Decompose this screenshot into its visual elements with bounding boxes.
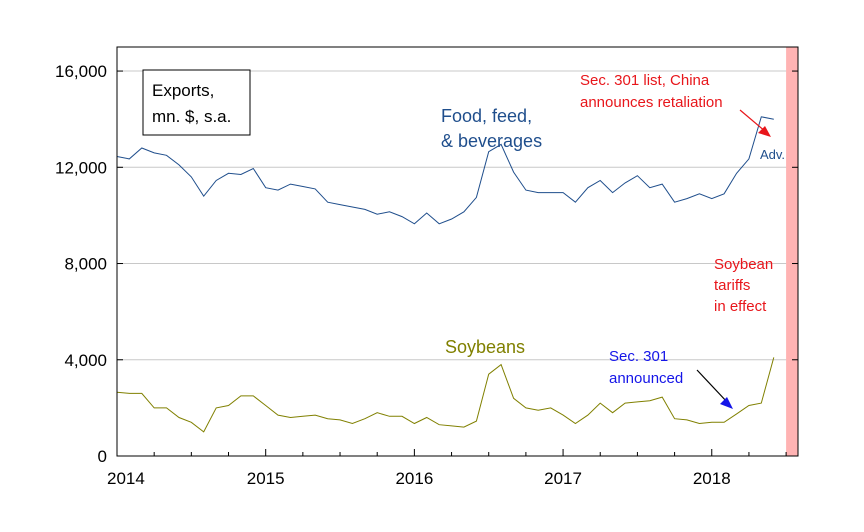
adv-label: Adv. xyxy=(760,147,785,162)
legend-box: Exports, mn. $, s.a. xyxy=(142,69,251,136)
series-lines xyxy=(116,116,775,433)
x-tick-label: 2017 xyxy=(544,469,582,488)
series-line-food-feed-beverages xyxy=(116,116,774,225)
y-tick-label: 0 xyxy=(98,447,107,466)
sec301-arrowhead xyxy=(720,397,733,409)
x-tick-label: 2015 xyxy=(247,469,285,488)
food-series-label-line-1: Food, feed, xyxy=(441,106,532,126)
x-tick-label: 2014 xyxy=(107,469,145,488)
china-retaliation-annotation-line-2: announces retaliation xyxy=(580,94,723,111)
food-series-label-line-2: & beverages xyxy=(441,131,542,151)
y-tick-label: 4,000 xyxy=(64,351,107,370)
tariff-annotation-line-3: in effect xyxy=(714,298,767,315)
tariff-shaded-region xyxy=(786,47,798,456)
soy-series-label: Soybeans xyxy=(445,337,525,357)
tariff-annotation-line-1: Soybean xyxy=(714,256,773,273)
china-retaliation-arrow xyxy=(739,109,767,133)
y-tick-label: 8,000 xyxy=(64,255,107,274)
sec301-arrow xyxy=(696,369,729,404)
y-tick-label: 16,000 xyxy=(55,62,107,81)
china-retaliation-arrowhead xyxy=(758,126,771,137)
x-tick-label: 2018 xyxy=(693,469,731,488)
legend-frame xyxy=(142,69,251,136)
tariff-annotation-line-2: tariffs xyxy=(714,277,750,294)
plot-frame xyxy=(116,46,799,457)
x-axis: 2014 2015 2016 2017 2018 xyxy=(107,449,787,488)
sec301-annotation-line-2: announced xyxy=(609,370,683,387)
y-tick-label: 12,000 xyxy=(55,158,107,177)
y-axis: 0 4,000 8,000 12,000 16,000 xyxy=(55,62,798,466)
series-line-soybeans xyxy=(116,357,775,433)
sec301-annotation-line-1: Sec. 301 xyxy=(609,348,668,365)
legend-line-1: Exports, xyxy=(152,81,214,100)
legend-line-2: mn. $, s.a. xyxy=(152,107,231,126)
x-tick-label: 2016 xyxy=(395,469,433,488)
china-retaliation-annotation-line-1: Sec. 301 list, China xyxy=(580,72,710,89)
